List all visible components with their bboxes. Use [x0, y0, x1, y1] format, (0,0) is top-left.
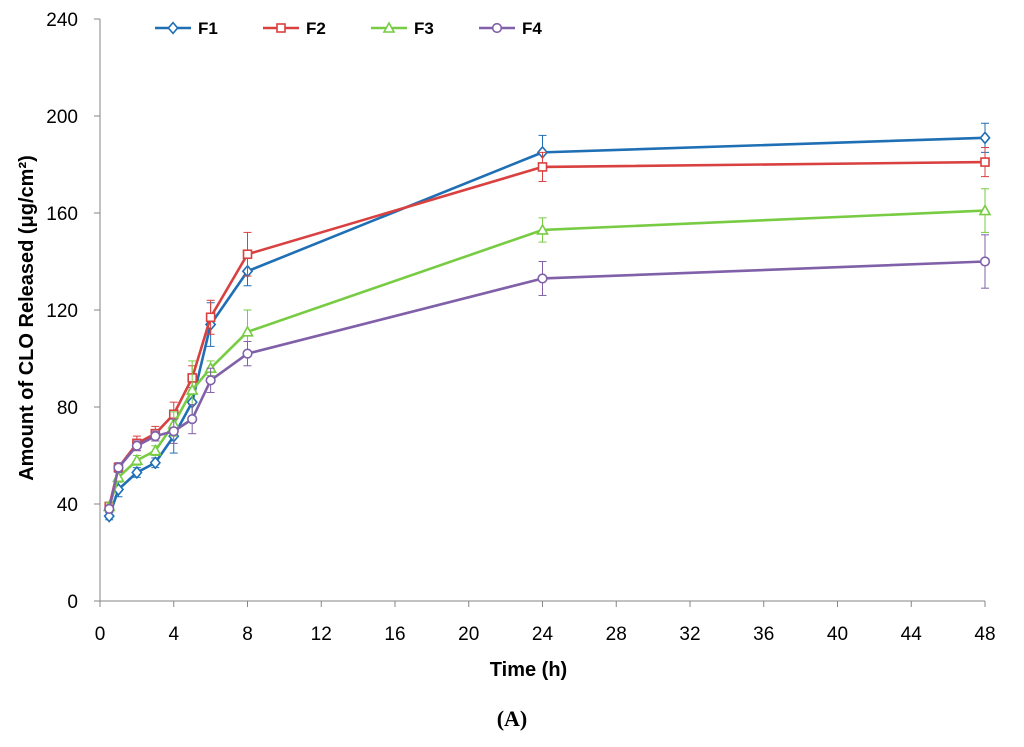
data-point	[978, 203, 992, 216]
data-point	[149, 456, 161, 470]
data-point	[185, 383, 199, 395]
legend-item-f4: F4	[479, 19, 542, 38]
x-axis-title: Time (h)	[490, 659, 567, 681]
y-tick-label: 160	[46, 204, 78, 225]
data-point	[536, 223, 549, 235]
series-line	[107, 209, 986, 507]
data-point	[148, 444, 162, 456]
data-point	[537, 273, 548, 284]
data-point	[979, 256, 991, 267]
series-f4	[104, 234, 991, 514]
series-layer	[102, 122, 992, 523]
data-point	[150, 431, 161, 442]
data-point	[242, 249, 253, 260]
x-tick-label: 0	[95, 624, 106, 645]
figure-caption: (A)	[496, 706, 528, 731]
legend-item-f1: F1	[155, 19, 218, 38]
x-tick-label: 48	[974, 624, 995, 645]
series-f2	[104, 147, 990, 512]
data-point	[205, 375, 216, 386]
data-point	[130, 453, 144, 466]
x-tick-label: 32	[679, 624, 700, 645]
x-tick-label: 12	[311, 624, 332, 645]
x-tick-label: 4	[168, 624, 179, 645]
y-tick-label: 80	[57, 398, 78, 419]
legend: F1 F2 F3 F4	[155, 19, 542, 38]
data-point	[980, 157, 990, 167]
data-point	[113, 462, 124, 473]
x-tick-label: 16	[384, 624, 405, 645]
y-tick-label: 120	[46, 301, 78, 322]
data-point	[131, 440, 142, 451]
data-point	[205, 312, 216, 323]
data-point	[168, 426, 179, 437]
series-f3	[102, 188, 992, 512]
legend-item-f2: F2	[263, 19, 326, 38]
y-tick-label: 0	[67, 592, 78, 613]
series-line	[107, 160, 986, 507]
y-tick-label: 200	[46, 107, 78, 128]
legend-item-f3: F3	[371, 19, 434, 38]
data-point	[104, 503, 115, 514]
series-line	[107, 136, 986, 517]
x-tick-label: 28	[606, 624, 627, 645]
x-tick-label: 24	[532, 624, 554, 645]
legend-marker	[276, 23, 286, 33]
data-point	[187, 414, 198, 425]
data-point	[979, 131, 991, 145]
y-tick-label: 40	[57, 495, 78, 516]
legend-label: F3	[414, 19, 434, 38]
x-tick-label: 8	[242, 624, 253, 645]
data-point	[241, 325, 254, 337]
x-tick-label: 40	[827, 624, 848, 645]
legend-marker	[491, 22, 503, 34]
y-tick-label: 240	[46, 10, 78, 31]
legend-label: F2	[306, 19, 326, 38]
data-point	[131, 465, 143, 480]
x-tick-label: 36	[753, 624, 774, 645]
legend-marker	[382, 21, 396, 33]
series-line	[107, 260, 986, 510]
legend-marker	[167, 21, 179, 35]
x-tick-label: 20	[458, 624, 479, 645]
data-point	[103, 509, 115, 523]
x-tick-label: 44	[901, 624, 923, 645]
data-point	[242, 348, 253, 359]
series-f1	[103, 122, 991, 523]
legend-label: F4	[522, 19, 542, 38]
legend-label: F1	[198, 19, 218, 38]
y-axis-title: Amount of CLO Released (μg/cm²)	[16, 155, 38, 481]
data-point	[537, 162, 548, 172]
